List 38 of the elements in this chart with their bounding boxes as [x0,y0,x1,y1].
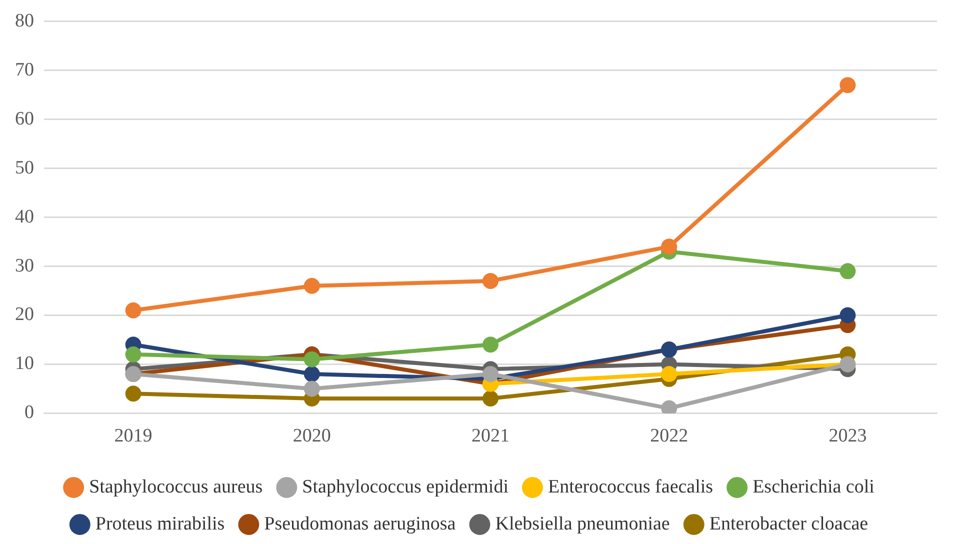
point [482,390,498,407]
y-tick-label: 10 [15,353,34,374]
y-tick-label: 30 [15,255,34,276]
legend-label: Proteus mirabilis [95,513,225,534]
x-tick-label: 2020 [292,426,331,447]
x-tick-label: 2022 [650,426,688,447]
point [840,77,856,94]
legend-label: Escherichia coli [752,476,874,498]
point [125,302,142,318]
point [661,366,678,382]
y-tick-label: 50 [15,157,34,178]
y-tick-label: 60 [15,108,34,130]
y-tick-label: 20 [15,304,34,326]
x-tick-label: 2019 [114,426,152,447]
point [482,336,498,353]
point [482,366,498,382]
point [840,307,856,324]
point [661,238,678,255]
y-tick-label: 0 [24,402,34,424]
x-tick-label: 2023 [828,426,867,447]
x-tick-label: 2021 [472,426,510,447]
legend-label: Klebsiella pneumoniae [495,513,670,534]
point [304,351,320,368]
point [304,366,320,382]
legend-label: Staphylococcus epidermidi [302,476,508,498]
point [304,380,320,397]
point [125,346,142,362]
legend-label: Enterobacter cloacae [709,513,868,534]
legend-label: Staphylococcus aureus [89,476,263,498]
point [304,278,320,294]
y-tick-label: 70 [15,59,34,80]
legend-label: Enterococcus faecalis [548,476,714,498]
point [840,263,856,280]
y-tick-label: 80 [15,10,34,32]
point [482,272,498,289]
point [125,386,142,402]
y-tick-label: 40 [15,206,34,228]
legend-label: Pseudomonas aeruginosa [264,513,456,534]
